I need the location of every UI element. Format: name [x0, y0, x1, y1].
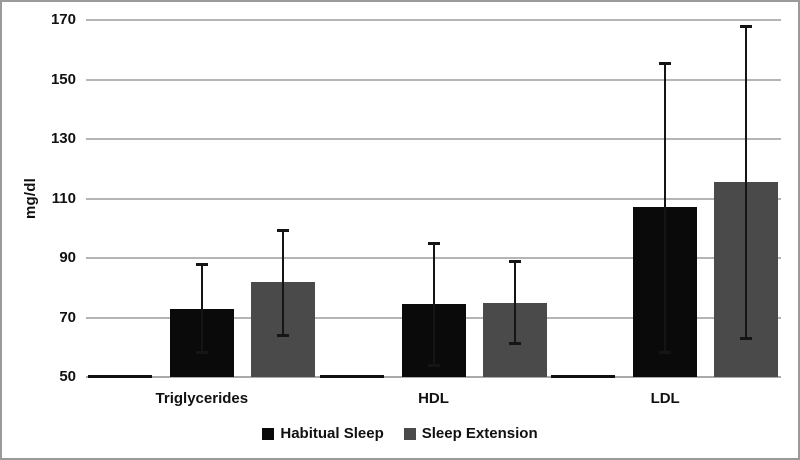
baseline-marker — [88, 375, 152, 378]
error-bar-line — [664, 63, 667, 352]
sleep-extension-swatch-icon — [403, 427, 416, 440]
gridline — [86, 19, 781, 21]
gridline — [86, 197, 781, 200]
error-bar-cap-top — [740, 24, 753, 28]
x-category-label: LDL — [650, 390, 680, 407]
y-tick-label: 130 — [50, 130, 76, 147]
legend-item-sleep-extension: Sleep Extension — [403, 425, 538, 442]
x-category-label: HDL — [418, 390, 449, 407]
error-bar-cap-top — [508, 259, 521, 263]
error-bar-cap-bottom — [277, 334, 289, 338]
error-bar-cap-top — [277, 228, 289, 232]
error-bar-cap-bottom — [659, 350, 672, 354]
y-tick-label: 90 — [59, 249, 76, 266]
gridline — [86, 78, 781, 81]
baseline-marker — [319, 375, 384, 378]
error-bar-cap-bottom — [427, 364, 440, 368]
y-tick-label: 50 — [59, 368, 76, 385]
y-tick-label: 70 — [59, 308, 76, 326]
habitual-sleep-swatch-icon — [262, 427, 275, 440]
legend-item-habitual-sleep: Habitual Sleep — [262, 425, 384, 442]
error-bar-cap-bottom — [196, 350, 208, 354]
error-bar-cap-bottom — [740, 337, 753, 341]
y-tick-label: 110 — [51, 189, 76, 207]
error-bar-cap-top — [196, 262, 208, 266]
baseline-marker — [551, 375, 616, 378]
error-bar-cap-bottom — [508, 341, 521, 345]
x-axis-baseline — [86, 376, 781, 378]
y-tick-label: 170 — [50, 11, 76, 28]
legend: Habitual Sleep Sleep Extension — [0, 425, 800, 442]
error-bar-line — [513, 260, 516, 343]
error-bar-line — [432, 243, 435, 366]
error-bar-cap-top — [427, 242, 440, 246]
gridline — [86, 138, 781, 140]
y-tick-label: 150 — [50, 70, 76, 88]
error-bar-line — [282, 229, 284, 336]
error-bar-line — [201, 263, 203, 352]
error-bar-line — [745, 25, 748, 339]
error-bar-cap-top — [659, 62, 672, 66]
x-category-label: Triglycerides — [155, 390, 249, 407]
legend-label-sleep-extension: Sleep Extension — [421, 425, 538, 442]
legend-label-habitual-sleep: Habitual Sleep — [280, 425, 384, 442]
